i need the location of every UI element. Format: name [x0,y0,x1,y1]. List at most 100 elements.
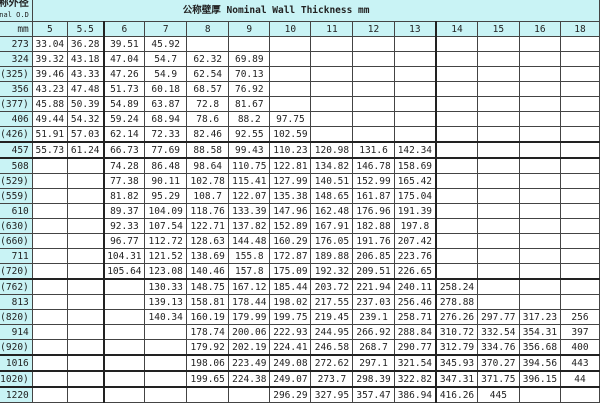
table-row: 457 55.73 61.24 66.73 77.69 88.58 99.43 110.23 1… [0,141,600,159]
table-cell: 133.39 [228,203,271,219]
table-cell [31,263,68,280]
table-cell: 443 [559,354,600,372]
table-cell: 158.81 [186,294,230,310]
table-cell [102,370,146,388]
table-cell: 258.24 [435,278,478,295]
table-cell [228,36,271,52]
table-row: (660) 96.77 112.72 128.63 144.48 160.29 176.05… [0,233,600,249]
table-cell: 222.93 [269,324,312,340]
table-cell: 396.15 [518,370,561,388]
table-cell: 290.77 [393,339,437,356]
table-cell [144,370,188,388]
row-od-label: (529) [0,173,33,189]
title-row: 公称外径Nominal O.D 公称壁厚 Nominal Wall Thickn… [0,0,600,22]
table-cell: 217.55 [310,294,354,310]
table-cell: 386.94 [393,386,437,403]
table-cell: 354.31 [518,324,561,340]
table-cell [559,294,600,310]
table-cell: 175.09 [269,263,312,280]
table-cell [352,51,395,67]
table-cell [518,278,561,295]
table-cell: 43.33 [66,66,105,82]
table-cell: 33.04 [31,36,68,52]
table-cell [66,354,105,372]
table-cell [435,173,478,189]
table-cell: 167.12 [228,278,271,295]
table-cell: 203.72 [310,278,354,295]
table-cell: 88.58 [186,141,230,159]
table-cell [476,278,520,295]
table-row: 356 43.23 47.48 51.73 60.18 68.57 76.92 [0,81,600,97]
table-cell: 51.91 [31,126,68,143]
table-cell [269,66,312,82]
table-cell: 54.89 [102,96,146,112]
column-header: 10 [269,21,312,37]
table-cell [31,278,68,295]
table-cell: 81.82 [102,188,146,204]
table-cell [66,248,105,264]
row-od-label: (559) [0,188,33,204]
table-cell [435,188,478,204]
table-cell: 112.72 [144,233,188,249]
table-cell: 81.67 [228,96,271,112]
table-cell [476,248,520,264]
table-cell: 148.65 [310,188,354,204]
row-od-label: (325) [0,66,33,82]
table-cell [518,141,561,159]
table-cell [393,111,437,127]
table-cell [66,233,105,249]
table-cell [518,96,561,112]
table-cell: 176.05 [310,233,354,249]
table-cell [559,386,600,403]
table-cell [66,339,105,356]
table-row: (720) 105.64 123.08 140.46 157.8 175.09 192.32… [0,263,600,280]
table-cell: 310.72 [435,324,478,340]
row-od-label: 711 [0,248,33,264]
table-cell: 54.32 [66,111,105,127]
table-cell [435,233,478,249]
table-cell [228,386,271,403]
table-cell: 176.96 [352,203,395,219]
table-cell [559,126,600,143]
table-cell [435,81,478,97]
table-cell: 77.38 [102,173,146,189]
table-row: 508 74.28 86.48 98.64 110.75 122.81 134.82 146.… [0,157,600,174]
table-row: 273 33.04 36.28 39.51 45.92 [0,36,600,52]
table-cell: 175.04 [393,188,437,204]
table-cell [518,111,561,127]
table-cell: 397 [559,324,600,340]
table-cell [310,36,354,52]
table-cell [518,157,561,174]
table-cell [102,294,146,310]
table-cell: 147.96 [269,203,312,219]
table-cell: 347.31 [435,370,478,388]
table-cell: 39.46 [31,66,68,82]
table-cell [66,173,105,189]
table-cell: 95.29 [144,188,188,204]
table-cell [476,126,520,143]
table-cell [559,218,600,234]
table-cell: 90.11 [144,173,188,189]
table-cell [435,248,478,264]
table-cell [476,96,520,112]
table-cell: 332.54 [476,324,520,340]
table-cell [310,51,354,67]
table-cell: 62.32 [186,51,230,67]
table-row: (426) 51.91 57.03 62.14 72.33 82.46 92.55 102.5… [0,126,600,143]
table-cell: 297.1 [352,354,395,372]
row-od-label: 406 [0,111,33,127]
table-cell: 60.18 [144,81,188,97]
table-cell [352,66,395,82]
table-cell [310,66,354,82]
table-cell [31,173,68,189]
table-cell [31,233,68,249]
table-cell: 178.44 [228,294,271,310]
table-cell [66,294,105,310]
table-cell [393,51,437,67]
table-cell [476,203,520,219]
table-cell: 322.82 [393,370,437,388]
table-cell [518,51,561,67]
table-cell [518,294,561,310]
table-cell: 221.94 [352,278,395,295]
row-od-label: 273 [0,36,33,52]
